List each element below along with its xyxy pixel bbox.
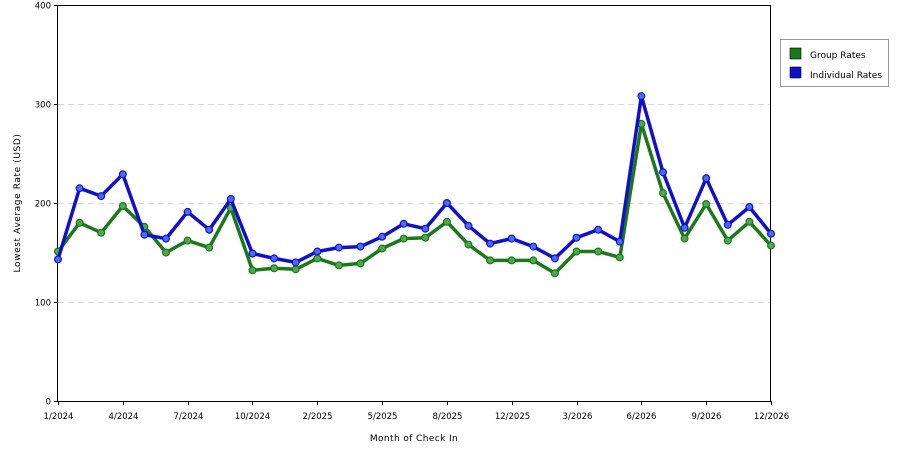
x-tick-label: 9/2026 [692,412,722,422]
gridlines [58,104,771,303]
data-point [356,242,365,251]
data-point [658,189,667,198]
data-point [248,266,257,275]
data-point [702,174,711,183]
data-point [53,255,62,264]
data-point [421,233,430,242]
series-group-rates [53,119,775,278]
data-point [334,243,343,252]
data-point [550,254,559,263]
data-point [615,253,624,262]
data-point [572,233,581,242]
data-point [680,223,689,232]
data-point [162,234,171,243]
data-point [378,244,387,253]
y-tick-label: 400 [35,2,51,12]
data-point [140,230,149,239]
x-tick-label: 2/2025 [303,412,333,422]
data-point [270,264,279,273]
data-point [97,192,106,201]
data-point [442,217,451,226]
data-point [356,259,365,268]
data-point [745,217,754,226]
data-point [442,199,451,208]
data-point [594,225,603,234]
data-point [118,202,127,211]
data-point [334,261,343,270]
data-point [97,228,106,237]
x-axis: 1/2024 4/2024 7/2024 10/2024 2/2025 5/2025 8/2… [44,401,789,422]
series-line-individual-rates [56,94,773,265]
data-point [183,207,192,216]
data-point [637,92,646,101]
data-point [291,258,300,267]
legend: Group Rates Individual Rates [780,39,889,87]
data-point [766,229,775,238]
y-axis: 0 100 200 300 400 [35,2,58,408]
data-point [529,256,538,265]
legend-label-individual-rates: Individual Rates [810,71,882,81]
data-point [162,248,171,257]
data-point [205,225,214,234]
data-point [464,221,473,230]
data-point [572,247,581,256]
data-point [248,249,257,258]
data-point [313,247,322,256]
x-tick-label: 4/2024 [109,412,139,422]
legend-swatch-individual-rates [789,66,802,79]
data-point [615,237,624,246]
data-point [378,232,387,241]
x-tick-label: 10/2024 [235,412,270,422]
data-point [399,219,408,228]
legend-label-group-rates: Group Rates [810,51,866,61]
y-tick-label: 100 [35,299,51,309]
y-tick-label: 300 [35,101,51,111]
data-point [291,265,300,274]
data-point [594,247,603,256]
data-point [658,168,667,177]
data-point [313,254,322,263]
x-tick-label: 7/2024 [174,412,204,422]
legend-box [780,39,889,87]
x-tick-label: 3/2026 [563,412,593,422]
data-point [486,256,495,265]
data-point [464,240,473,249]
series-individual-rates [53,92,775,267]
x-tick-label: 5/2025 [368,412,398,422]
x-axis-label: Month of Check In [370,434,458,444]
data-point [766,241,775,250]
data-point [745,203,754,212]
x-tick-label: 1/2024 [44,412,74,422]
legend-swatch-group-rates [789,47,802,60]
data-point [75,218,84,227]
x-tick-label: 8/2025 [433,412,463,422]
y-tick-label: 0 [46,398,51,408]
data-point [226,195,235,204]
data-point [507,234,516,243]
data-point [421,224,430,233]
data-point [529,242,538,251]
data-point [550,269,559,278]
data-point [486,239,495,248]
data-point [205,243,214,252]
x-tick-label: 12/2026 [754,412,789,422]
data-point [118,170,127,179]
data-point [702,200,711,209]
data-point [183,236,192,245]
series-line-group-rates [56,122,773,276]
y-axis-label: Lowest Average Rate (USD) [13,134,23,273]
data-point [507,256,516,265]
data-point [399,234,408,243]
data-point [723,236,732,245]
data-point [270,254,279,263]
data-point [723,220,732,229]
y-tick-label: 200 [35,200,51,210]
series-lines [53,92,775,278]
x-tick-label: 12/2025 [495,412,530,422]
data-point [680,234,689,243]
data-point [75,184,84,193]
x-tick-label: 6/2026 [627,412,657,422]
